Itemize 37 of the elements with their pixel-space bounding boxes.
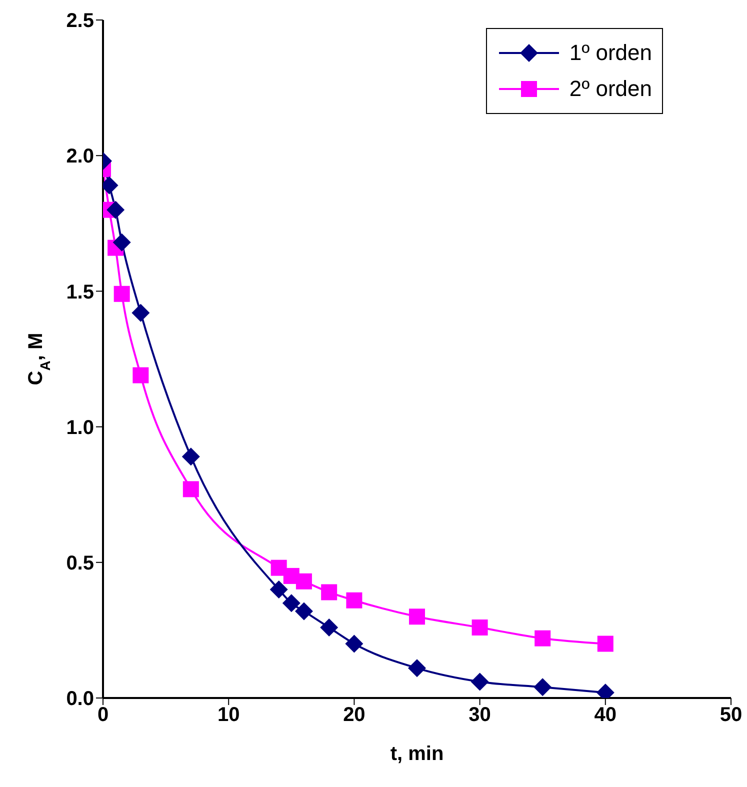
point bbox=[296, 573, 312, 590]
x-tick-label: 0 bbox=[97, 704, 109, 726]
point bbox=[345, 634, 364, 653]
point bbox=[132, 304, 150, 322]
x-tick-label: 20 bbox=[343, 704, 366, 726]
point bbox=[270, 580, 288, 599]
x-tick-label: 10 bbox=[217, 704, 240, 726]
y-tick-label: 0.5 bbox=[66, 552, 94, 574]
x-tick-label: 40 bbox=[594, 704, 617, 726]
x-tick-label: 30 bbox=[468, 704, 491, 726]
point bbox=[114, 286, 130, 302]
point bbox=[408, 659, 426, 678]
y-tick-label: 2.0 bbox=[66, 146, 94, 168]
point bbox=[182, 481, 199, 498]
point bbox=[182, 448, 200, 466]
point bbox=[282, 594, 300, 612]
point bbox=[534, 678, 552, 696]
point bbox=[320, 618, 338, 636]
point bbox=[321, 584, 338, 600]
y-tick-label: 2.5 bbox=[66, 10, 94, 32]
point bbox=[294, 602, 313, 620]
point bbox=[534, 630, 551, 646]
point bbox=[132, 367, 149, 384]
point bbox=[106, 200, 125, 219]
x-axis-title: t, min bbox=[390, 743, 444, 765]
point bbox=[409, 608, 425, 625]
x-tick-label: 50 bbox=[720, 704, 742, 726]
point bbox=[597, 636, 614, 652]
y-tick-label: 0.0 bbox=[66, 688, 94, 710]
legend-label: 1º orden bbox=[569, 40, 652, 66]
point bbox=[472, 619, 488, 636]
point bbox=[470, 672, 489, 691]
y-tick-label: 1.5 bbox=[66, 281, 94, 304]
legend-label: 2º orden bbox=[569, 76, 652, 102]
point bbox=[346, 592, 362, 608]
y-tick-label: 1.0 bbox=[66, 416, 94, 439]
point bbox=[112, 233, 131, 252]
